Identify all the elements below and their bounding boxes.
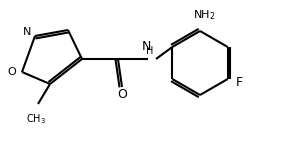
Text: NH$_2$: NH$_2$ — [193, 8, 215, 22]
Text: O: O — [117, 88, 127, 101]
Text: H: H — [146, 46, 154, 56]
Text: O: O — [7, 67, 16, 77]
Text: F: F — [236, 75, 243, 89]
Text: N: N — [23, 27, 31, 37]
Text: N: N — [141, 40, 151, 53]
Text: CH$_3$: CH$_3$ — [26, 112, 46, 126]
